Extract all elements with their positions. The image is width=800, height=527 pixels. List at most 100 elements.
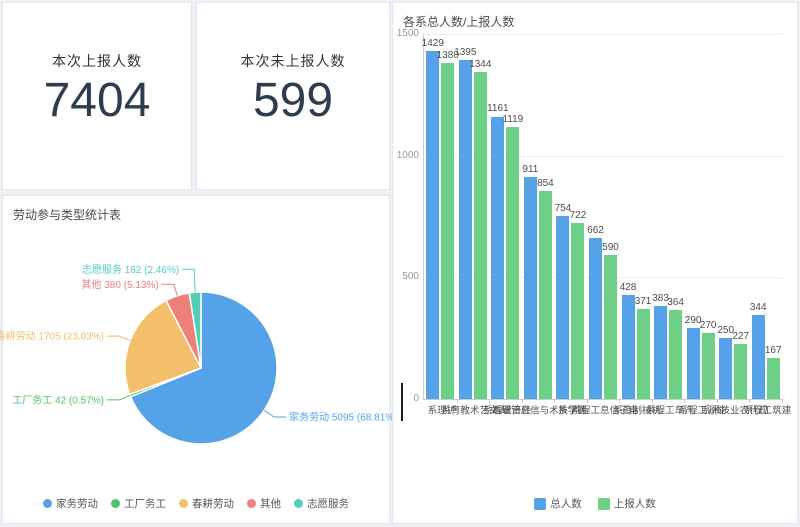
bar-value-上报人数-药学系: 722 — [569, 210, 587, 222]
stat-value-reported: 7404 — [43, 74, 151, 127]
legend-dot-icon — [294, 499, 303, 508]
cursor-marker — [401, 383, 403, 421]
x-tick — [521, 399, 523, 403]
legend-dot-icon — [179, 499, 188, 508]
bar-value-总人数-机械制造系: 428 — [619, 281, 637, 293]
bar-上报人数-经济管理系[interactable] — [506, 126, 520, 399]
bar-总人数-电子信息工程系[interactable] — [589, 237, 602, 399]
pie-label-line-其他 — [161, 283, 178, 296]
pie-legend-item-志愿服务[interactable]: 志愿服务 — [294, 496, 349, 511]
x-category-医学技术与信息管理系: 医学技术与信息管理系 — [489, 405, 587, 415]
x-tick — [619, 399, 621, 403]
bar-总人数-能源工程系[interactable] — [686, 328, 700, 399]
pie-slice-志愿服务[interactable] — [188, 291, 202, 369]
x-tick — [489, 399, 491, 403]
ytick-label-0: 0 — [413, 393, 419, 404]
pie-label-其他: 其他 380 (5.13%) — [81, 278, 158, 291]
bar-legend-item-总人数[interactable]: 总人数 — [534, 496, 582, 511]
bar-上报人数-汽车工程系[interactable] — [669, 310, 683, 399]
bar-总人数-现代农业技术系[interactable] — [719, 338, 733, 399]
legend-label: 上报人数 — [613, 498, 656, 510]
bar-value-上报人数-能源工程系: 270 — [699, 320, 717, 332]
x-category-建筑工程系: 建筑工程系 — [741, 405, 791, 415]
bar-总人数-汽车工程系[interactable] — [654, 305, 668, 399]
bar-value-总人数-现代农业技术系: 250 — [717, 325, 735, 337]
stat-card-reported: 本次上报人数 7404 — [2, 2, 192, 190]
bar-value-总人数-经济管理系: 1161 — [487, 103, 509, 115]
x-tick — [651, 399, 653, 403]
bar-value-总人数-电子信息工程系: 662 — [587, 224, 604, 236]
legend-label: 总人数 — [550, 498, 582, 510]
legend-label: 家务劳动 — [56, 498, 98, 510]
ytick-label-500: 500 — [402, 271, 419, 283]
bar-上报人数-护理系[interactable] — [441, 63, 455, 399]
x-tick — [586, 399, 588, 403]
x-category-经济管理系: 经济管理系 — [481, 405, 531, 415]
legend-dot-icon — [43, 499, 52, 508]
bar-value-上报人数-电子信息工程系: 590 — [602, 242, 619, 254]
x-category-药学系: 药学系 — [555, 405, 586, 415]
legend-dot-icon — [111, 499, 120, 508]
gridline-500 — [424, 277, 782, 279]
bar-value-上报人数-经济管理系: 1119 — [502, 113, 524, 125]
x-category-能源工程系: 能源工程系 — [676, 405, 726, 415]
gridline-1000 — [424, 155, 782, 157]
legend-label: 志愿服务 — [307, 498, 349, 510]
bar-value-总人数-建筑工程系: 344 — [749, 302, 767, 314]
x-tick — [456, 399, 458, 403]
bar-总人数-建筑工程系[interactable] — [751, 315, 765, 399]
pie-label-家务劳动: 家务劳动 5095 (68.81%) — [289, 411, 397, 424]
bar-上报人数-现代农业技术系[interactable] — [734, 343, 748, 399]
bar-panel-title: 各系总人数/上报人数 — [403, 15, 515, 29]
x-tick — [684, 399, 686, 403]
pie-label-line-家务劳动 — [263, 409, 287, 418]
x-tick — [749, 399, 751, 403]
bar-总人数-机械制造系[interactable] — [621, 294, 635, 399]
pie-legend: 家务劳动 工厂务工 春耕劳动 其他 志愿服务 — [3, 496, 389, 511]
bar-value-上报人数-建筑工程系: 167 — [764, 345, 782, 357]
pie-legend-item-家务劳动[interactable]: 家务劳动 — [43, 496, 98, 511]
pie-label-志愿服务: 志愿服务 182 (2.46%) — [82, 263, 179, 276]
bar-chart-plot: 0 500 1000 1500 1429 1380 护理系 1395 1344 人文艺术教育系 11… — [397, 28, 791, 415]
legend-label: 春耕劳动 — [192, 498, 234, 510]
legend-label: 其他 — [260, 498, 281, 510]
stat-value-unreported: 599 — [252, 74, 334, 127]
gridline-1500 — [424, 34, 782, 35]
bar-value-总人数-能源工程系: 290 — [684, 315, 702, 327]
bar-上报人数-建筑工程系[interactable] — [766, 358, 780, 399]
bar-value-上报人数-汽车工程系: 364 — [667, 297, 684, 309]
bar-总人数-医学技术与信息管理系[interactable] — [523, 177, 537, 399]
pie-legend-item-其他[interactable]: 其他 — [247, 496, 281, 511]
bar-总人数-护理系[interactable] — [426, 51, 440, 399]
bar-legend: 总人数 上报人数 — [393, 496, 797, 511]
bar-上报人数-能源工程系[interactable] — [701, 333, 715, 399]
bar-value-总人数-人文艺术教育系: 1395 — [454, 46, 477, 58]
x-tick — [782, 399, 783, 403]
x-category-机械制造系: 机械制造系 — [611, 405, 661, 415]
bar-上报人数-机械制造系[interactable] — [636, 308, 650, 399]
bar-panel: 各系总人数/上报人数 0 500 1000 1500 1429 1380 护理系 1395 13… — [392, 2, 798, 524]
bar-总人数-药学系[interactable] — [556, 215, 570, 399]
bar-上报人数-电子信息工程系[interactable] — [604, 255, 617, 399]
bar-上报人数-药学系[interactable] — [571, 223, 585, 399]
pie-legend-item-春耕劳动[interactable]: 春耕劳动 — [179, 496, 234, 511]
stat-label-unreported: 本次未上报人数 — [240, 53, 346, 69]
bar-上报人数-人文艺术教育系[interactable] — [473, 71, 487, 399]
bar-value-上报人数-医学技术与信息管理系: 854 — [537, 178, 554, 190]
stat-label-reported: 本次上报人数 — [52, 53, 142, 69]
pie-legend-item-工厂务工[interactable]: 工厂务工 — [111, 496, 166, 511]
pie-label-工厂务工: 工厂务工 42 (0.57%) — [12, 393, 104, 406]
x-category-人文艺术教育系: 人文艺术教育系 — [439, 405, 508, 415]
stat-card-unreported: 本次未上报人数 599 — [196, 2, 390, 190]
bar-总人数-经济管理系[interactable] — [491, 116, 505, 399]
legend-square-icon — [534, 497, 547, 510]
pie-label-line-志愿服务 — [182, 268, 196, 293]
bar-value-总人数-汽车工程系: 383 — [652, 292, 669, 304]
bar-legend-item-上报人数[interactable]: 上报人数 — [597, 496, 656, 511]
bar-value-上报人数-机械制造系: 371 — [634, 295, 652, 307]
bar-上报人数-医学技术与信息管理系[interactable] — [538, 191, 552, 399]
bar-总人数-人文艺术教育系[interactable] — [458, 59, 472, 399]
legend-square-icon — [597, 497, 610, 510]
x-category-护理系: 护理系 — [425, 405, 456, 415]
pie-chart: 家务劳动 5095 (68.81%) 工厂务工 42 (0.57%) 春耕劳动 17… — [0, 263, 397, 445]
